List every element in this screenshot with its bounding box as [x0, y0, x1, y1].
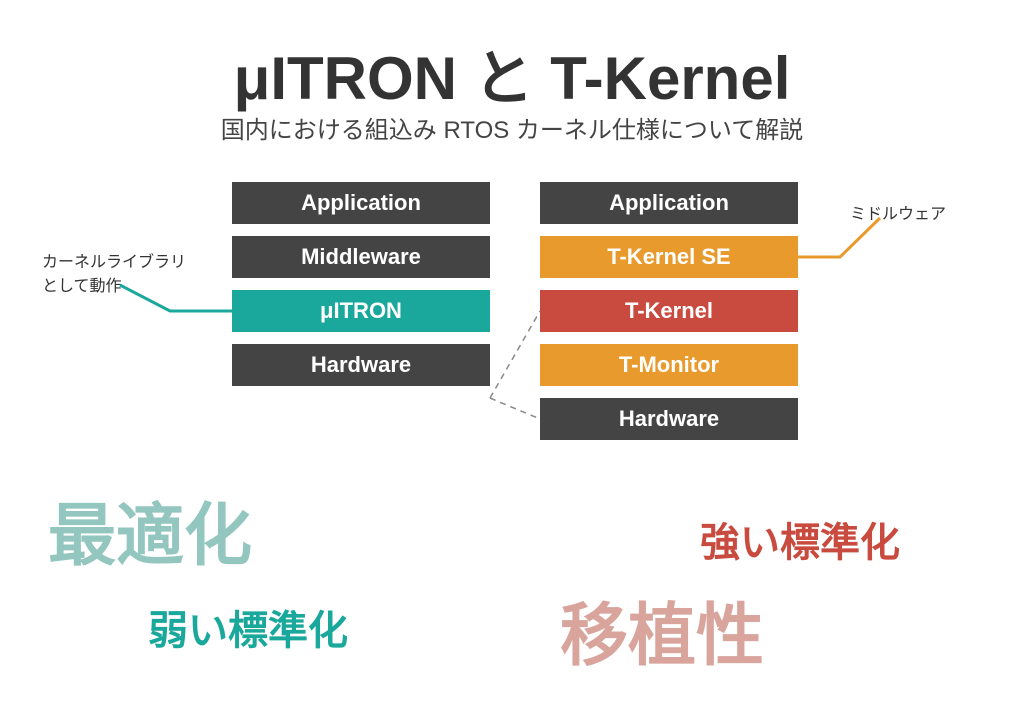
box-label: Hardware	[619, 406, 719, 432]
keyword-1: 弱い標準化	[148, 598, 348, 656]
right-box-2: T-Kernel	[540, 290, 798, 332]
right-box-3: T-Monitor	[540, 344, 798, 386]
left-box-1: Middleware	[232, 236, 490, 278]
dashed-a	[490, 311, 540, 398]
box-label: T-Kernel	[625, 298, 713, 324]
keyword-3: 移植性	[560, 580, 764, 679]
annotation-left: カーネルライブラリ として動作	[42, 248, 186, 296]
right-box-0: Application	[540, 182, 798, 224]
box-label: T-Kernel SE	[607, 244, 730, 270]
right-box-4: Hardware	[540, 398, 798, 440]
diagram-canvas: μITRON と T-Kernel 国内における組込み RTOS カーネル仕様に…	[0, 0, 1024, 724]
box-label: Middleware	[301, 244, 421, 270]
box-label: T-Monitor	[619, 352, 719, 378]
left-box-2: μITRON	[232, 290, 490, 332]
keyword-2: 強い標準化	[700, 510, 900, 568]
box-label: Application	[609, 190, 729, 216]
left-box-3: Hardware	[232, 344, 490, 386]
box-label: μITRON	[320, 298, 402, 324]
dashed-b	[490, 398, 540, 419]
subtitle: 国内における組込み RTOS カーネル仕様について解説	[0, 110, 1024, 145]
box-label: Hardware	[311, 352, 411, 378]
main-title: μITRON と T-Kernel	[0, 30, 1024, 117]
annotation-right: ミドルウェア	[850, 200, 946, 224]
keyword-0: 最適化	[48, 480, 252, 579]
left-box-0: Application	[232, 182, 490, 224]
box-label: Application	[301, 190, 421, 216]
right-box-1: T-Kernel SE	[540, 236, 798, 278]
